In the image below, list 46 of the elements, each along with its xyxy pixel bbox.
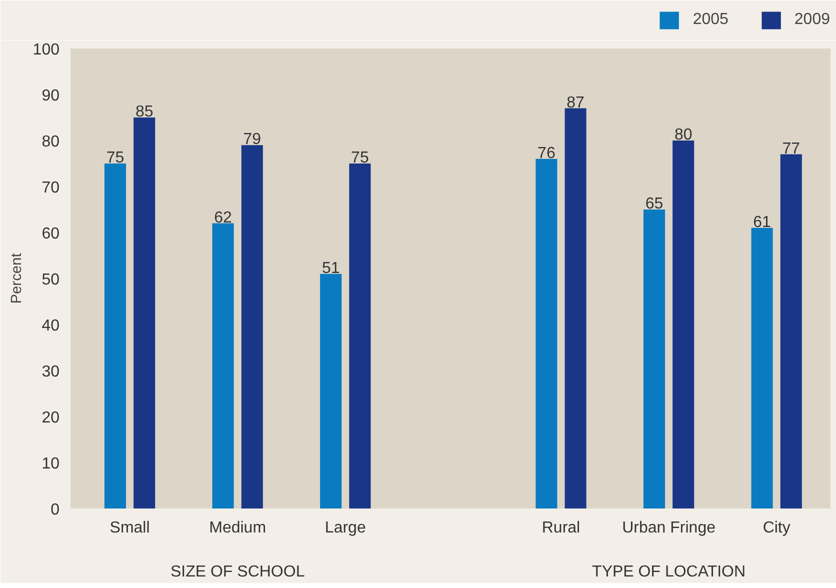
y-tick-label: 70 bbox=[42, 180, 60, 196]
bar bbox=[643, 210, 666, 508]
y-tick-label: 60 bbox=[42, 226, 60, 242]
data-label: 65 bbox=[645, 196, 664, 212]
y-tick-label: 40 bbox=[42, 318, 60, 334]
data-label: 85 bbox=[135, 104, 154, 120]
y-tick-label: 90 bbox=[42, 88, 60, 104]
data-label: 76 bbox=[538, 144, 556, 162]
data-label: 62 bbox=[214, 209, 232, 226]
bar bbox=[751, 228, 773, 508]
bar bbox=[780, 154, 802, 508]
text: SIZE OF SCHOOL bbox=[170, 564, 305, 580]
y-tick-label: 20 bbox=[42, 410, 60, 426]
data-label: 79 bbox=[243, 131, 262, 148]
x-tick-label: Large bbox=[324, 520, 366, 536]
bar bbox=[241, 145, 263, 508]
legend-label: 2009 bbox=[794, 11, 830, 29]
bar bbox=[320, 274, 342, 508]
x-tick-label: Rural bbox=[542, 520, 580, 536]
x-tick-label: Small bbox=[110, 520, 150, 536]
y-tick-label: 0 bbox=[50, 502, 60, 518]
data-label: 75 bbox=[106, 150, 124, 166]
x-tick-label: Medium bbox=[209, 520, 266, 536]
y-tick-label: 80 bbox=[42, 134, 60, 150]
data-label: 80 bbox=[674, 126, 692, 144]
bar bbox=[104, 164, 126, 508]
data-label: 61 bbox=[753, 214, 772, 231]
x-tick-label: Urban Fringe bbox=[622, 520, 716, 536]
bar bbox=[672, 140, 694, 508]
bar bbox=[212, 223, 234, 508]
bar bbox=[349, 164, 371, 508]
legend-label: 2005 bbox=[692, 11, 728, 29]
y-tick-label: 100 bbox=[32, 42, 60, 58]
data-label: 87 bbox=[566, 94, 585, 112]
data-label: 77 bbox=[782, 140, 800, 158]
y-tick-label: 30 bbox=[42, 364, 60, 380]
bar bbox=[564, 108, 586, 508]
text: TYPE OF LOCATION bbox=[592, 564, 746, 580]
data-label: 75 bbox=[351, 150, 369, 166]
y-axis-title: Percent bbox=[8, 253, 25, 304]
y-tick-label: 50 bbox=[42, 272, 60, 288]
y-tick-label: 10 bbox=[42, 456, 60, 472]
bar bbox=[536, 158, 558, 508]
data-label: 51 bbox=[322, 260, 340, 277]
x-tick-label: City bbox=[762, 520, 790, 536]
bar bbox=[134, 118, 156, 508]
